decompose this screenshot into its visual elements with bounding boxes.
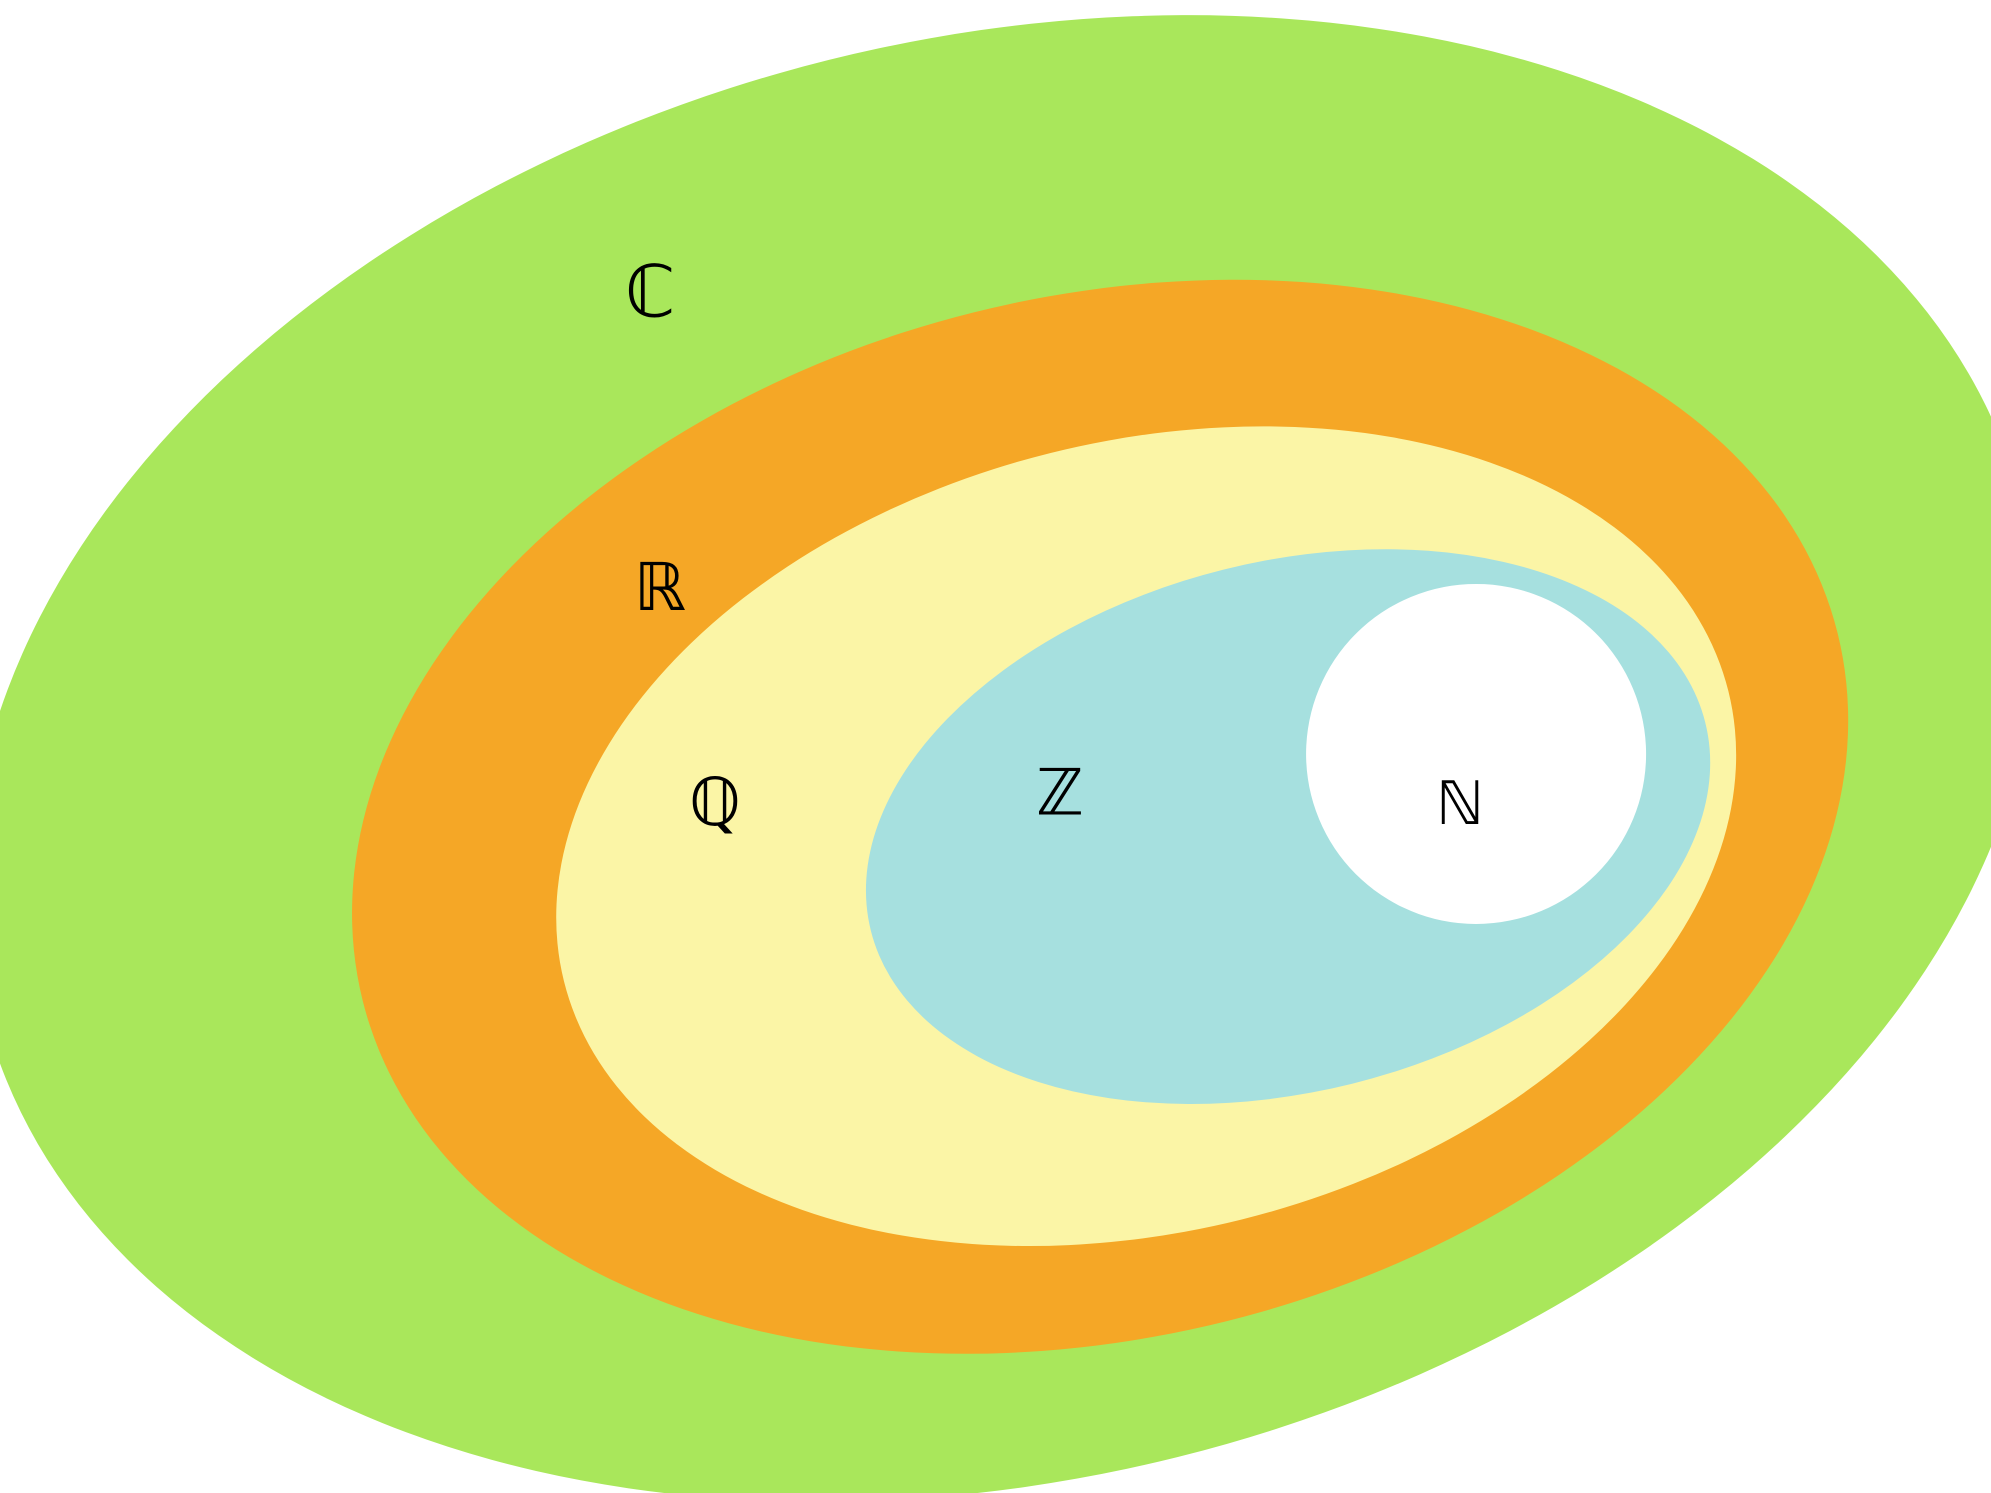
set-label-N: ℕ xyxy=(1436,771,1484,837)
set-label-Z: ℤ xyxy=(1036,758,1084,829)
set-label-Q: ℚ xyxy=(689,767,741,840)
number-sets-diagram: ℂ ℝ ℚ ℤ ℕ xyxy=(0,0,1991,1493)
set-label-R: ℝ xyxy=(634,552,686,625)
set-label-C: ℂ xyxy=(625,253,675,333)
